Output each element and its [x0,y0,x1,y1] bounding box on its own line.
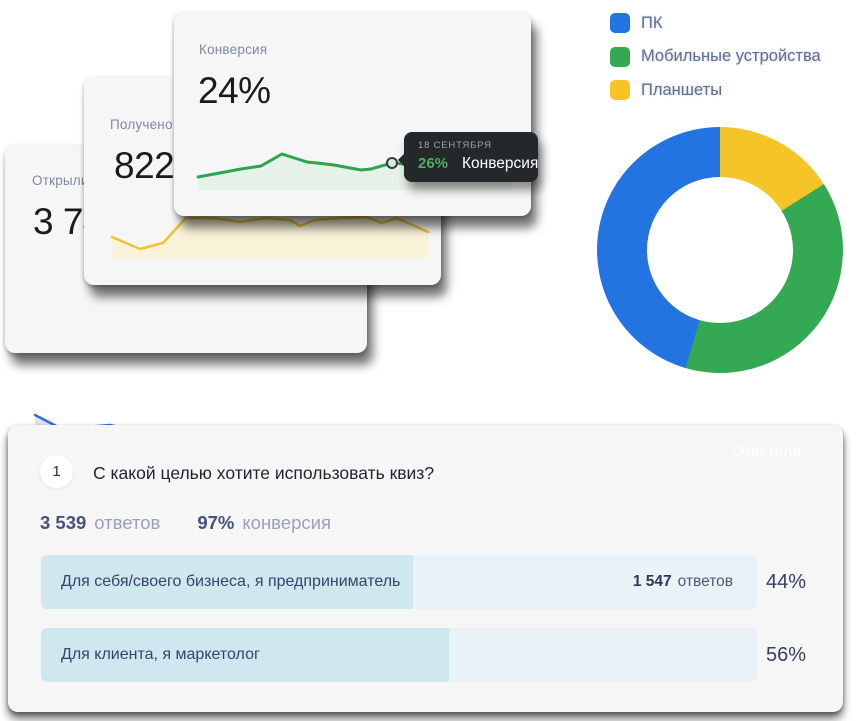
tooltip-label: Конверсия [462,155,539,172]
question-stats: 3 539 ответов 97% конверсия [40,512,331,534]
answer-percent: 44% [766,570,807,593]
legend-label: Планшеты [641,80,723,99]
sparkline-line [110,215,430,251]
answer-bar-fill [41,555,414,609]
metric-value: 822 [114,145,175,186]
received-sparkline-chart [110,215,430,258]
metric-title: Получено з [110,117,183,132]
answer-count-label: ответов [677,573,733,590]
chart-datapoint[interactable] [386,157,398,169]
metric-value: 24% [198,70,271,111]
legend-item-tablet[interactable]: Планшеты [610,80,821,100]
tooltip-date: 18 СЕНТЯБРЯ [418,140,492,151]
answer-text: Для себя/своего бизнеса, я предпринимате… [61,573,401,590]
answer-row: Для себя/своего бизнеса, я предпринимате… [41,555,811,609]
answer-bar[interactable]: Для себя/своего бизнеса, я предпринимате… [41,555,757,609]
answer-count: 1 547 ответов [633,555,733,609]
answer-percent: 56% [766,643,807,666]
sparkline-fill [112,217,428,258]
conversion-value: 97% [197,512,235,533]
legend-item-pc[interactable]: ПК [610,13,821,33]
tooltip-value: 26% [418,155,449,172]
legend-label: ПК [641,13,663,32]
conversion-label: конверсия [242,512,331,533]
donut-hole [647,177,793,323]
pc-color-swatch [610,13,630,33]
metric-title: Конверсия [199,42,268,57]
answer-bar-fill [41,628,450,682]
question-number-badge: 1 [40,455,73,488]
survey-results-card: 1 С какой целью хотите использовать квиз… [8,425,843,712]
device-donut-chart [597,127,843,373]
answer-count-number: 1 547 [632,573,672,590]
legend-item-mobile[interactable]: Мобильные устройства [610,46,821,67]
legend-label: Мобильные устройства [641,47,821,65]
chart-tooltip: 18 СЕНТЯБРЯ 26% Конверсия [404,132,538,182]
mobile-color-swatch [610,46,630,67]
answer-row: Для клиента, я маркетолог 56% [41,628,811,682]
answer-bar[interactable]: Для клиента, я маркетолог [41,628,757,682]
responses-label: ответов [94,512,161,533]
metric-title: Открыли [32,173,89,188]
answered-column-label: Ответили [732,443,801,460]
question-text: С какой целью хотите использовать квиз? [93,463,435,483]
answer-text: Для клиента, я маркетолог [61,646,260,663]
responses-count: 3 539 [40,512,87,533]
tablet-color-swatch [610,80,630,100]
metric-card-conversion: Конверсия 24% 18 СЕНТЯБРЯ 26% Конверсия [174,12,538,216]
device-legend: ПК Мобильные устройства Планшеты [610,13,821,114]
